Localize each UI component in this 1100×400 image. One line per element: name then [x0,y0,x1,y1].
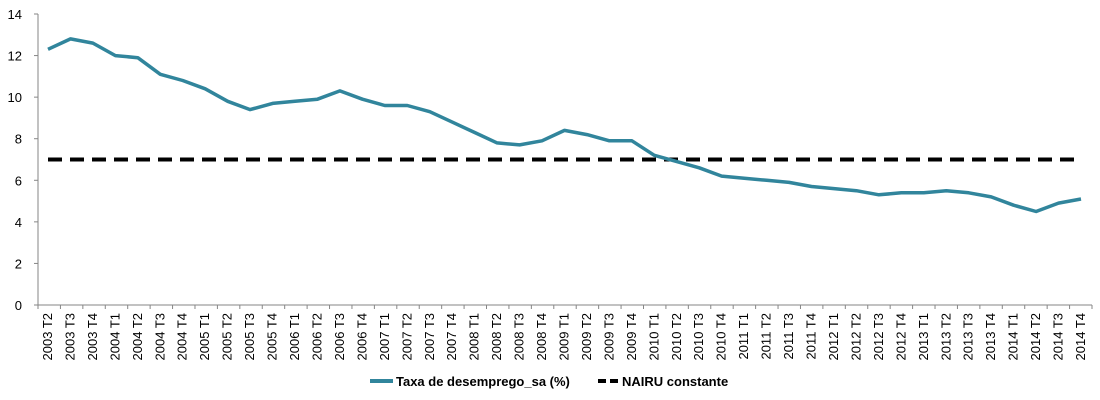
x-tick-label: 2003 T3 [62,313,77,360]
x-tick-label: 2007 T3 [422,313,437,360]
x-tick-label: 2010 T4 [714,313,729,360]
x-tick-label: 2003 T2 [40,313,55,360]
x-tick-label: 2008 T3 [512,313,527,360]
x-tick-label: 2010 T1 [646,313,661,360]
x-tick-label: 2009 T1 [557,313,572,360]
x-tick-label: 2003 T4 [85,313,100,360]
x-tick-label: 2009 T3 [601,313,616,360]
axes [34,13,1093,309]
y-tick-label: 12 [8,49,22,64]
x-tick-label: 2008 T2 [489,313,504,360]
x-tick-label: 2014 T2 [1028,313,1043,360]
x-tick-label: 2014 T1 [1006,313,1021,360]
x-tick-label: 2013 T1 [916,313,931,360]
x-tick-label: 2009 T2 [579,313,594,360]
x-tick-label: 2013 T4 [983,313,998,360]
x-tick-label: 2008 T1 [467,313,482,360]
x-tick-label: 2006 T2 [309,313,324,360]
y-tick-label: 6 [15,173,22,188]
x-tick-label: 2004 T4 [175,313,190,360]
x-tick-label: 2011 T2 [759,313,774,360]
x-tick-label: 2006 T3 [332,313,347,360]
x-tick-label: 2012 T1 [826,313,841,360]
x-tick-label: 2004 T2 [130,313,145,360]
x-tick-label: 2012 T4 [893,313,908,360]
y-tick-label: 4 [15,215,22,230]
x-tick-label: 2004 T1 [107,313,122,360]
x-tick-label: 2010 T2 [669,313,684,360]
y-tick-label: 10 [8,90,22,105]
x-tick-label: 2007 T1 [377,313,392,360]
x-tick-label: 2007 T2 [399,313,414,360]
x-tick-labels: 2003 T2 2003 T3 2003 T4 2004 T1 2004 T2 2004 … [40,313,1088,360]
x-tick-label: 2005 T1 [197,313,212,360]
legend-label-unemployment: Taxa de desemprego_sa (%) [396,374,570,389]
x-tick-label: 2007 T4 [444,313,459,360]
x-tick-label: 2005 T2 [220,313,235,360]
series-line-unemployment [47,37,1082,214]
x-tick-label: 2006 T1 [287,313,302,360]
x-tick-label: 2011 T1 [736,313,751,360]
x-tick-label: 2012 T2 [848,313,863,360]
y-tick-label: 2 [15,256,22,271]
x-tick-label: 2013 T3 [961,313,976,360]
x-tick-label: 2006 T4 [354,313,369,360]
x-tick-label: 2009 T4 [624,313,639,360]
series-layer [47,37,1082,214]
y-tick-label: 8 [15,132,22,147]
legend-label-nairu: NAIRU constante [622,374,728,389]
x-tick-label: 2008 T4 [534,313,549,360]
x-tick-label: 2014 T4 [1073,313,1088,360]
x-tick-label: 2011 T4 [804,313,819,360]
x-tick-label: 2004 T3 [152,313,167,360]
legend: Taxa de desemprego_sa (%) NAIRU constante [370,374,728,389]
x-tick-label: 2012 T3 [871,313,886,360]
x-tick-label: 2010 T3 [691,313,706,360]
x-tick-label: 2005 T3 [242,313,257,360]
x-tick-label: 2013 T2 [938,313,953,360]
x-tick-label: 2005 T4 [265,313,280,360]
x-tick-label: 2011 T3 [781,313,796,360]
x-tick-label: 2014 T3 [1051,313,1066,360]
y-tick-label: 14 [8,7,22,22]
y-tick-labels: 0 2 4 6 8 10 12 14 [8,7,22,313]
y-tick-label: 0 [15,298,22,313]
